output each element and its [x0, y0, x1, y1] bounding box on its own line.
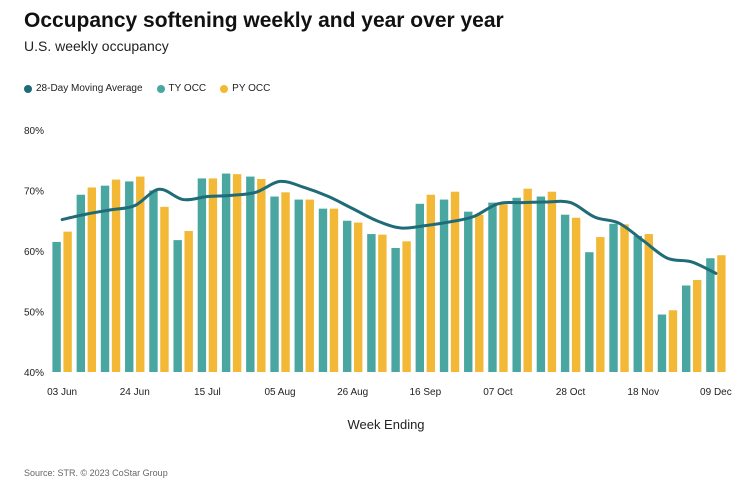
source-note: Source: STR. © 2023 CoStar Group — [24, 468, 168, 478]
py-occ-bar — [160, 206, 169, 372]
legend-swatch-moving-average — [24, 84, 32, 93]
py-occ-bar — [717, 255, 726, 372]
ty-occ-bar — [633, 235, 642, 372]
py-occ-bar — [668, 310, 678, 372]
py-occ-bar — [644, 234, 653, 372]
x-axis-label: Week Ending — [347, 417, 424, 432]
x-tick-label: 09 Dec — [700, 387, 732, 398]
legend-item-py-occ: PY OCC — [220, 83, 270, 94]
py-occ-bar — [257, 179, 266, 372]
moving-average-line-group — [60, 179, 718, 275]
ty-occ-bar — [585, 252, 594, 372]
ty-occ-bar — [221, 173, 231, 372]
ty-occ-bar — [125, 181, 134, 372]
py-occ-bar — [596, 237, 605, 372]
legend-swatch-py-occ — [220, 84, 229, 93]
ty-occ-bar — [52, 241, 61, 372]
x-axis: 03 Jun 24 Jun 15 Jul 05 Aug 26 Aug 16 Sep 07 O… — [47, 387, 732, 398]
chart-title: Occupancy softening weekly and year over… — [24, 9, 504, 32]
ty-occ-bar — [149, 190, 158, 372]
py-occ-bar — [620, 224, 629, 372]
ty-occ-bar — [609, 223, 618, 372]
x-tick-label: 03 Jun — [47, 387, 77, 398]
py-occ-bar — [305, 199, 314, 372]
legend-label-py-occ: PY OCC — [232, 83, 271, 94]
x-tick-label: 15 Jul — [194, 387, 221, 398]
y-tick-label: 40% — [24, 368, 44, 379]
py-occ-bar — [353, 222, 363, 372]
ty-occ-bar — [706, 258, 715, 372]
py-occ-bar — [63, 231, 72, 372]
ty-occ-bar — [246, 176, 255, 372]
py-occ-bar — [475, 214, 484, 372]
x-tick-label: 16 Sep — [409, 387, 441, 398]
y-axis: 40% 50% 60% 70% 80% — [24, 126, 44, 379]
ty-occ-bar — [173, 240, 182, 372]
ty-occ-bar — [100, 185, 110, 372]
py-occ-bar — [87, 187, 97, 372]
ty-occ-bar — [512, 197, 521, 372]
py-occ-bar — [378, 234, 387, 372]
x-tick-label: 26 Aug — [337, 387, 368, 398]
ty-occ-bar — [367, 234, 376, 372]
py-occ-bar — [281, 192, 290, 372]
legend-swatch-ty-occ — [156, 84, 165, 93]
moving-average-line — [60, 179, 718, 275]
y-tick-label: 70% — [24, 187, 44, 198]
py-occ-bar — [499, 204, 508, 372]
py-occ-bar — [426, 194, 436, 372]
ty-occ-bar — [415, 203, 425, 372]
legend-label-moving-average: 28-Day Moving Average — [36, 83, 143, 94]
ty-occ-bar — [342, 220, 352, 372]
py-occ-bar — [329, 208, 339, 372]
y-tick-label: 50% — [24, 308, 44, 319]
y-tick-label: 60% — [24, 247, 44, 258]
py-occ-bar — [450, 191, 460, 372]
x-tick-label: 28 Oct — [556, 387, 586, 398]
legend-item-ty-occ: TY OCC — [156, 83, 207, 94]
py-occ-bar — [547, 191, 557, 372]
py-occ-bar — [523, 188, 532, 372]
ty-occ-bar — [197, 178, 207, 372]
py-occ-bar — [208, 178, 218, 372]
x-tick-label: 07 Oct — [483, 387, 513, 398]
py-occ-bar — [571, 217, 581, 372]
y-tick-label: 80% — [24, 126, 44, 137]
x-tick-label: 18 Nov — [627, 387, 659, 398]
ty-occ-bar — [657, 314, 667, 372]
bars — [52, 173, 726, 372]
legend: 28-Day Moving Average TY OCC PY OCC — [24, 83, 270, 94]
ty-occ-bar — [560, 214, 570, 372]
legend-label-ty-occ: TY OCC — [168, 83, 207, 94]
ty-occ-bar — [391, 247, 400, 372]
ty-occ-bar — [681, 285, 691, 372]
ty-occ-bar — [76, 194, 86, 372]
ty-occ-bar — [294, 199, 303, 372]
py-occ-bar — [692, 280, 702, 372]
legend-item-moving-average: 28-Day Moving Average — [24, 83, 143, 94]
ty-occ-bar — [270, 196, 279, 372]
py-occ-bar — [232, 174, 242, 372]
ty-occ-bar — [439, 199, 449, 372]
x-tick-label: 05 Aug — [264, 387, 295, 398]
py-occ-bar — [111, 179, 121, 372]
py-occ-bar — [184, 231, 193, 372]
chart-subtitle: U.S. weekly occupancy — [24, 38, 169, 54]
py-occ-bar — [402, 241, 411, 372]
ty-occ-bar — [318, 208, 328, 372]
ty-occ-bar — [488, 202, 497, 372]
py-occ-bar — [136, 176, 145, 372]
ty-occ-bar — [536, 196, 546, 372]
ty-occ-bar — [464, 211, 473, 372]
x-tick-label: 24 Jun — [120, 387, 150, 398]
